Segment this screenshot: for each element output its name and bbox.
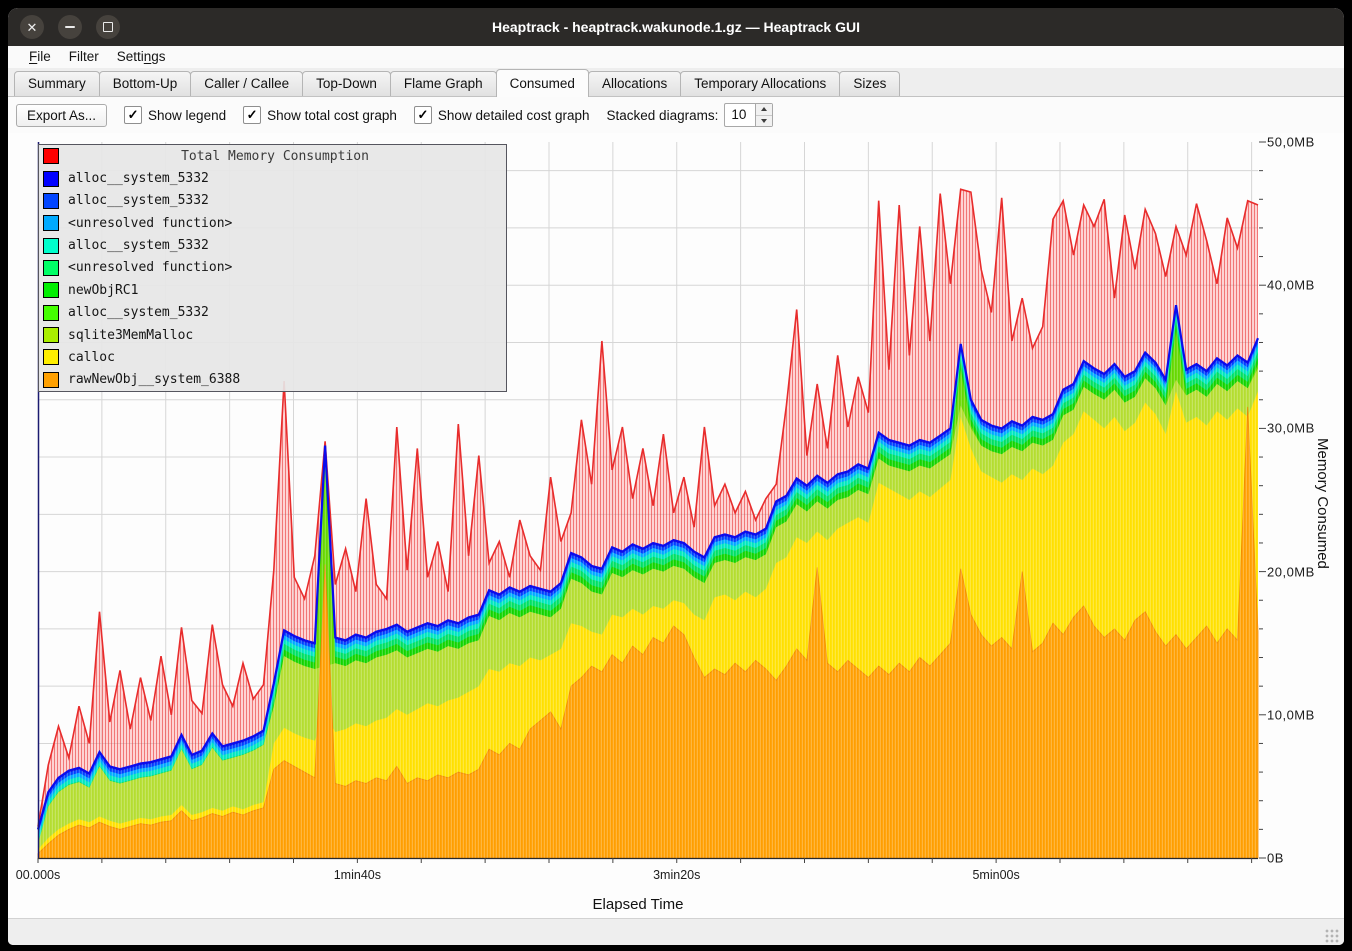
legend-label: alloc__system_5332 <box>68 305 209 321</box>
window-controls: ✕ <box>20 15 120 39</box>
menu-filter[interactable]: Filter <box>68 49 99 64</box>
legend-label: newObjRC1 <box>68 282 139 298</box>
tab-consumed[interactable]: Consumed <box>495 69 589 97</box>
legend-swatch <box>43 237 59 254</box>
series-stack-top-line <box>36 305 1260 830</box>
tab-summary[interactable]: Summary <box>14 71 100 96</box>
minimize-icon <box>65 26 75 28</box>
legend-label: sqlite3MemMalloc <box>68 327 194 343</box>
y-tick-label: 50,0MB <box>1267 134 1315 150</box>
series-total-line <box>37 188 1259 827</box>
x-axis-title: Elapsed Time <box>592 896 684 913</box>
legend-item: calloc <box>39 346 506 368</box>
legend-swatch <box>43 371 59 388</box>
minimize-button[interactable] <box>58 15 82 39</box>
legend-label: rawNewObj__system_6388 <box>68 372 241 388</box>
tab-bar: Summary Bottom-Up Caller / Callee Top-Down F… <box>8 68 1344 97</box>
app-window: ✕ Heaptrack - heaptrack.wakunode.1.gz — … <box>8 8 1344 945</box>
y-tick-label: 30,0MB <box>1267 420 1315 436</box>
legend-item: alloc__system_5332 <box>39 234 506 256</box>
legend-swatch <box>43 327 59 344</box>
legend-swatch <box>43 282 59 299</box>
legend-title: Total Memory Consumption <box>181 148 369 164</box>
y-tick-label: 40,0MB <box>1267 277 1315 293</box>
arrow-up-icon <box>761 107 768 112</box>
maximize-icon <box>103 22 113 32</box>
y-tick-label: 20,0MB <box>1267 564 1315 580</box>
legend-label: alloc__system_5332 <box>68 171 209 187</box>
arrow-down-icon <box>761 118 768 123</box>
tab-flame-graph[interactable]: Flame Graph <box>389 71 497 96</box>
legend-label: <unresolved function> <box>68 215 233 231</box>
resize-grip[interactable] <box>1325 929 1339 943</box>
legend-swatch-total <box>43 148 59 165</box>
legend-swatch <box>43 192 59 209</box>
spin-value[interactable]: 10 <box>731 107 747 122</box>
window-title: Heaptrack - heaptrack.wakunode.1.gz — He… <box>491 19 860 35</box>
legend-item: <unresolved function> <box>39 257 506 279</box>
x-tick-label: 00.000s <box>15 868 61 882</box>
checkbox-label: Show detailed cost graph <box>437 107 590 123</box>
checkbox-show-total-cost-graph[interactable]: ✓ Show total cost graph <box>243 106 397 124</box>
legend-item: <unresolved function> <box>39 212 506 234</box>
tab-temporary-allocations[interactable]: Temporary Allocations <box>680 71 841 96</box>
menu-settings[interactable]: Settings <box>116 49 166 64</box>
stacked-diagrams-group: Stacked diagrams: 10 <box>607 103 774 127</box>
legend-label: alloc__system_5332 <box>68 238 209 254</box>
tab-allocations[interactable]: Allocations <box>587 71 682 96</box>
tab-bottom-up[interactable]: Bottom-Up <box>98 71 192 96</box>
legend-swatch <box>43 259 59 276</box>
y-axis-title: Memory Consumed <box>1314 437 1331 569</box>
legend-label: alloc__system_5332 <box>68 193 209 209</box>
legend-item: alloc__system_5332 <box>39 190 506 212</box>
legend-swatch <box>43 215 59 232</box>
legend-title-row: Total Memory Consumption <box>39 145 506 167</box>
maximize-button[interactable] <box>96 15 120 39</box>
stacked-diagrams-spinbox[interactable]: 10 <box>724 103 774 127</box>
legend-item: rawNewObj__system_6388 <box>39 369 506 391</box>
memory-consumption-chart[interactable] <box>36 141 1266 863</box>
checkbox-group: ✓ Show legend ✓ Show total cost graph ✓ Show … <box>124 106 590 124</box>
y-tick-label: 0B <box>1267 850 1284 866</box>
spin-down-button[interactable] <box>756 115 773 126</box>
x-tick-label: 5min00s <box>972 868 1020 882</box>
legend-item: alloc__system_5332 <box>39 167 506 189</box>
spin-arrows <box>755 104 773 126</box>
y-tick-label: 10,0MB <box>1267 707 1315 723</box>
titlebar[interactable]: ✕ Heaptrack - heaptrack.wakunode.1.gz — … <box>8 8 1344 46</box>
x-tick-label: 1min40s <box>333 868 381 882</box>
close-button[interactable]: ✕ <box>20 15 44 39</box>
checkbox-label: Show total cost graph <box>267 107 397 123</box>
checkbox-icon[interactable]: ✓ <box>124 106 143 124</box>
stacked-diagrams-label: Stacked diagrams: <box>606 107 719 123</box>
checkbox-show-detailed-cost-graph[interactable]: ✓ Show detailed cost graph <box>413 106 590 124</box>
close-icon: ✕ <box>26 19 38 35</box>
legend-item: sqlite3MemMalloc <box>39 324 506 346</box>
tab-top-down[interactable]: Top-Down <box>302 71 391 96</box>
legend-swatch <box>43 349 59 366</box>
checkbox-icon[interactable]: ✓ <box>413 106 432 124</box>
export-as-button[interactable]: Export As... <box>16 103 108 127</box>
checkbox-label: Show legend <box>148 107 227 123</box>
checkbox-icon[interactable]: ✓ <box>243 106 262 124</box>
legend-label: <unresolved function> <box>68 260 233 276</box>
legend-label: calloc <box>68 349 115 365</box>
legend-item: newObjRC1 <box>39 279 506 301</box>
menubar: File Filter Settings <box>8 46 1344 68</box>
checkbox-show-legend[interactable]: ✓ Show legend <box>124 106 226 124</box>
legend-swatch <box>43 170 59 187</box>
chart-legend: Total Memory Consumption alloc__system_53… <box>38 144 507 392</box>
consumed-chart-region: 0B 10,0MB 20,0MB 30,0MB 40,0MB 50,0MB 00.000s… <box>8 133 1344 918</box>
menu-file[interactable]: File <box>29 49 51 64</box>
tab-sizes[interactable]: Sizes <box>839 71 901 96</box>
tab-caller-callee[interactable]: Caller / Callee <box>190 71 304 96</box>
status-bar <box>8 918 1344 945</box>
x-tick-label: 3min20s <box>653 868 701 882</box>
toolbar: Export As... ✓ Show legend ✓ Show total cos… <box>8 97 1344 133</box>
legend-swatch <box>43 304 59 321</box>
legend-item: alloc__system_5332 <box>39 302 506 324</box>
spin-up-button[interactable] <box>756 104 773 116</box>
